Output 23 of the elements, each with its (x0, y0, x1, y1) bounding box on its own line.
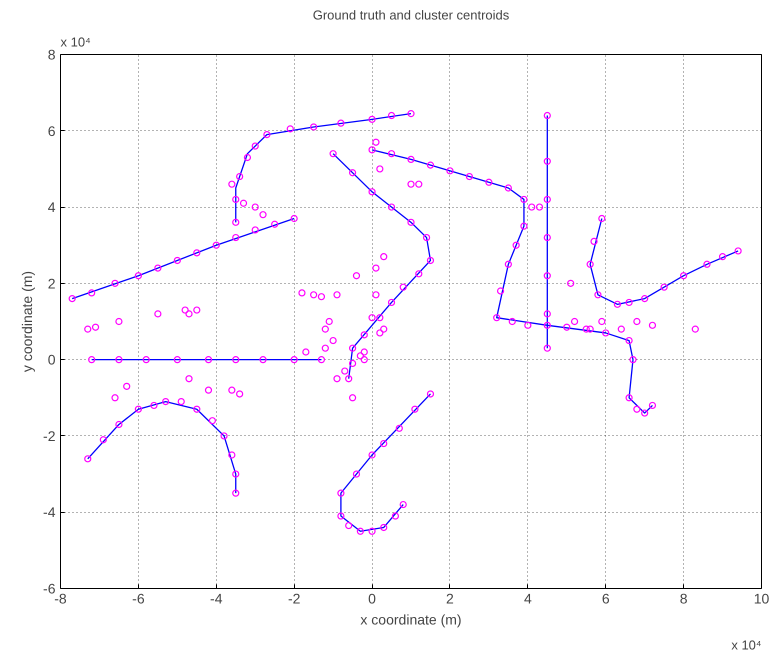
y-tick-label: 8 (48, 46, 56, 62)
x-tick-label: -6 (132, 590, 145, 606)
text: x 10⁴ (731, 638, 762, 652)
y-tick-label: -6 (43, 580, 56, 596)
x-tick-label: 6 (602, 590, 610, 606)
x-axis-title: x coordinate (m) (360, 612, 462, 628)
y-tick-label: -2 (43, 428, 56, 444)
y-tick-label: 6 (48, 122, 56, 139)
x-tick-label: -2 (288, 590, 301, 606)
x-tick-label: 8 (680, 590, 688, 606)
x-tick-label: -8 (54, 590, 67, 606)
y-tick-label: 4 (48, 199, 56, 216)
x-tick-label: 4 (524, 590, 532, 606)
text: x 10⁴ (60, 34, 91, 50)
y-tick-label: 2 (48, 275, 56, 292)
x-tick-label: 0 (368, 590, 376, 606)
y-tick-label: -4 (43, 504, 56, 520)
x-tick-label: 10 (754, 590, 770, 606)
x-tick-label: -4 (210, 590, 223, 606)
y-tick-label: 0 (48, 352, 56, 368)
chart-title: Ground truth and cluster centroids (312, 8, 510, 22)
y-axis-title: y coordinate (m) (19, 270, 36, 372)
x-tick-label: 2 (446, 590, 454, 606)
